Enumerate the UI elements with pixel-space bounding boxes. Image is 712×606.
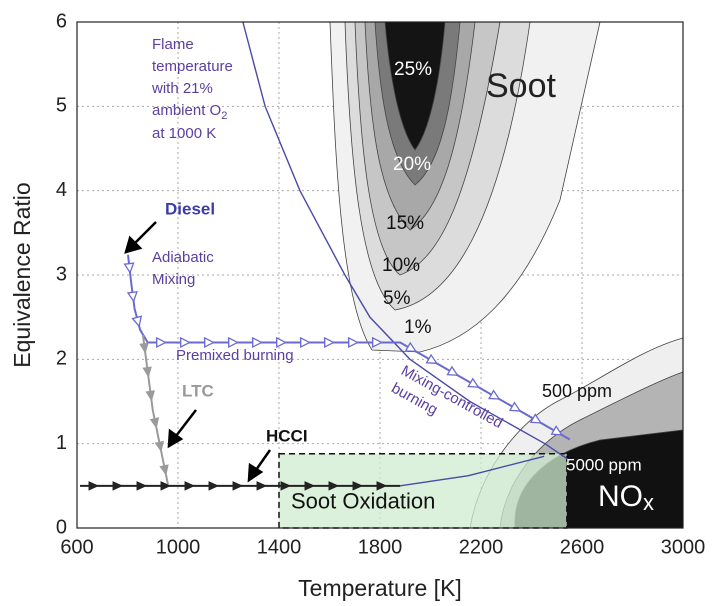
arrowhead [304,481,316,491]
arrowhead [425,353,438,365]
soot-contour [384,21,446,151]
arrowhead [123,262,135,275]
arrowhead [131,315,143,328]
series-line [242,21,571,462]
arrowhead [256,481,268,491]
x-tick-label: 3000 [661,536,706,558]
arrowhead [280,481,292,491]
annotation: ambient O [152,102,221,119]
subscript: 2 [221,110,227,122]
pointer [133,221,157,245]
x-tick-label: 1400 [257,536,302,558]
contour-label: 5% [383,288,411,309]
annotation: temperature [152,58,233,75]
contour-label: 15% [386,213,424,234]
annotation: HCCI [266,426,308,445]
x-tick-label: 1000 [156,536,201,558]
arrowhead [228,336,240,349]
arrowhead [204,336,216,349]
pointer-head [124,235,143,254]
arrowhead [348,336,360,349]
plot-frame [76,21,684,529]
contour-label: 500 ppm [542,381,612,401]
contour-label: 25% [394,59,432,80]
y-tick-label: 3 [56,263,67,285]
pointer [175,409,197,437]
y-tick-label: 5 [56,95,67,117]
contour-label: 10% [382,255,420,276]
annotation: ambient O2 [152,102,227,122]
y-tick-label: 6 [56,10,67,32]
arrowhead [180,336,192,349]
y-tick-label: 0 [56,516,67,538]
arrowhead [328,481,340,491]
pointer-head [247,462,264,483]
arrowhead [139,342,149,354]
annotation: at 1000 K [152,125,216,142]
arrowhead [467,377,480,388]
arrowhead [488,389,501,400]
annotation: with 21% [151,80,213,97]
arrowhead [154,440,164,453]
annotation: Diesel [165,199,215,218]
arrowhead [160,481,172,491]
arrowhead [149,417,160,429]
annotation: Flame [152,36,194,53]
arrowhead [232,481,244,491]
arrowhead [252,336,264,349]
pointer-arrows [124,221,272,483]
arrowhead [300,336,312,349]
arrowhead [88,481,100,491]
arrowhead [112,481,124,491]
annotation: Premixed burning [176,347,294,364]
x-tick-label: 2600 [560,536,605,558]
annotation: Adiabatic [152,249,214,266]
annotation: LTC [182,381,214,400]
annotation: NO [598,480,643,513]
region [278,453,568,529]
arrowhead [126,290,138,303]
annotation: NOx [598,480,654,515]
arrowhead [184,481,196,491]
pointer-head [167,428,184,449]
arrowhead [276,336,288,349]
x-tick-label: 2200 [459,536,504,558]
arrowhead [508,401,522,412]
y-tick-label: 2 [56,348,67,370]
contour-label: 20% [393,154,431,175]
arrowhead [376,481,388,491]
arrowhead [324,336,336,349]
contour-label: 5000 ppm [566,455,642,474]
arrowhead [145,390,155,402]
y-axis-label: Equivalence Ratio [9,182,35,367]
arrowhead [446,365,459,376]
annotation: Mixing [152,271,195,288]
subscript: x [643,490,654,515]
series-line [127,254,571,441]
arrowhead [136,481,148,491]
arrowhead [550,425,563,436]
series-line [400,455,545,487]
arrowhead [156,336,168,349]
arrowhead [352,481,364,491]
annotation: Soot [486,67,556,105]
x-tick-label: 1800 [358,536,403,558]
region-label: Soot Oxidation [291,489,435,514]
x-tick-label: 600 [60,536,93,558]
arrowhead [208,481,220,491]
arrowhead [529,413,543,424]
y-tick-label: 1 [56,432,67,454]
y-tick-label: 4 [56,179,67,201]
arrowhead [142,366,152,378]
series-line [141,334,169,485]
arrowhead [159,464,169,476]
pointer [254,449,272,471]
arrowhead [404,341,418,353]
x-axis-label: Temperature [K] [298,575,462,601]
arrowhead [372,336,384,349]
contour-label: 1% [404,317,432,338]
